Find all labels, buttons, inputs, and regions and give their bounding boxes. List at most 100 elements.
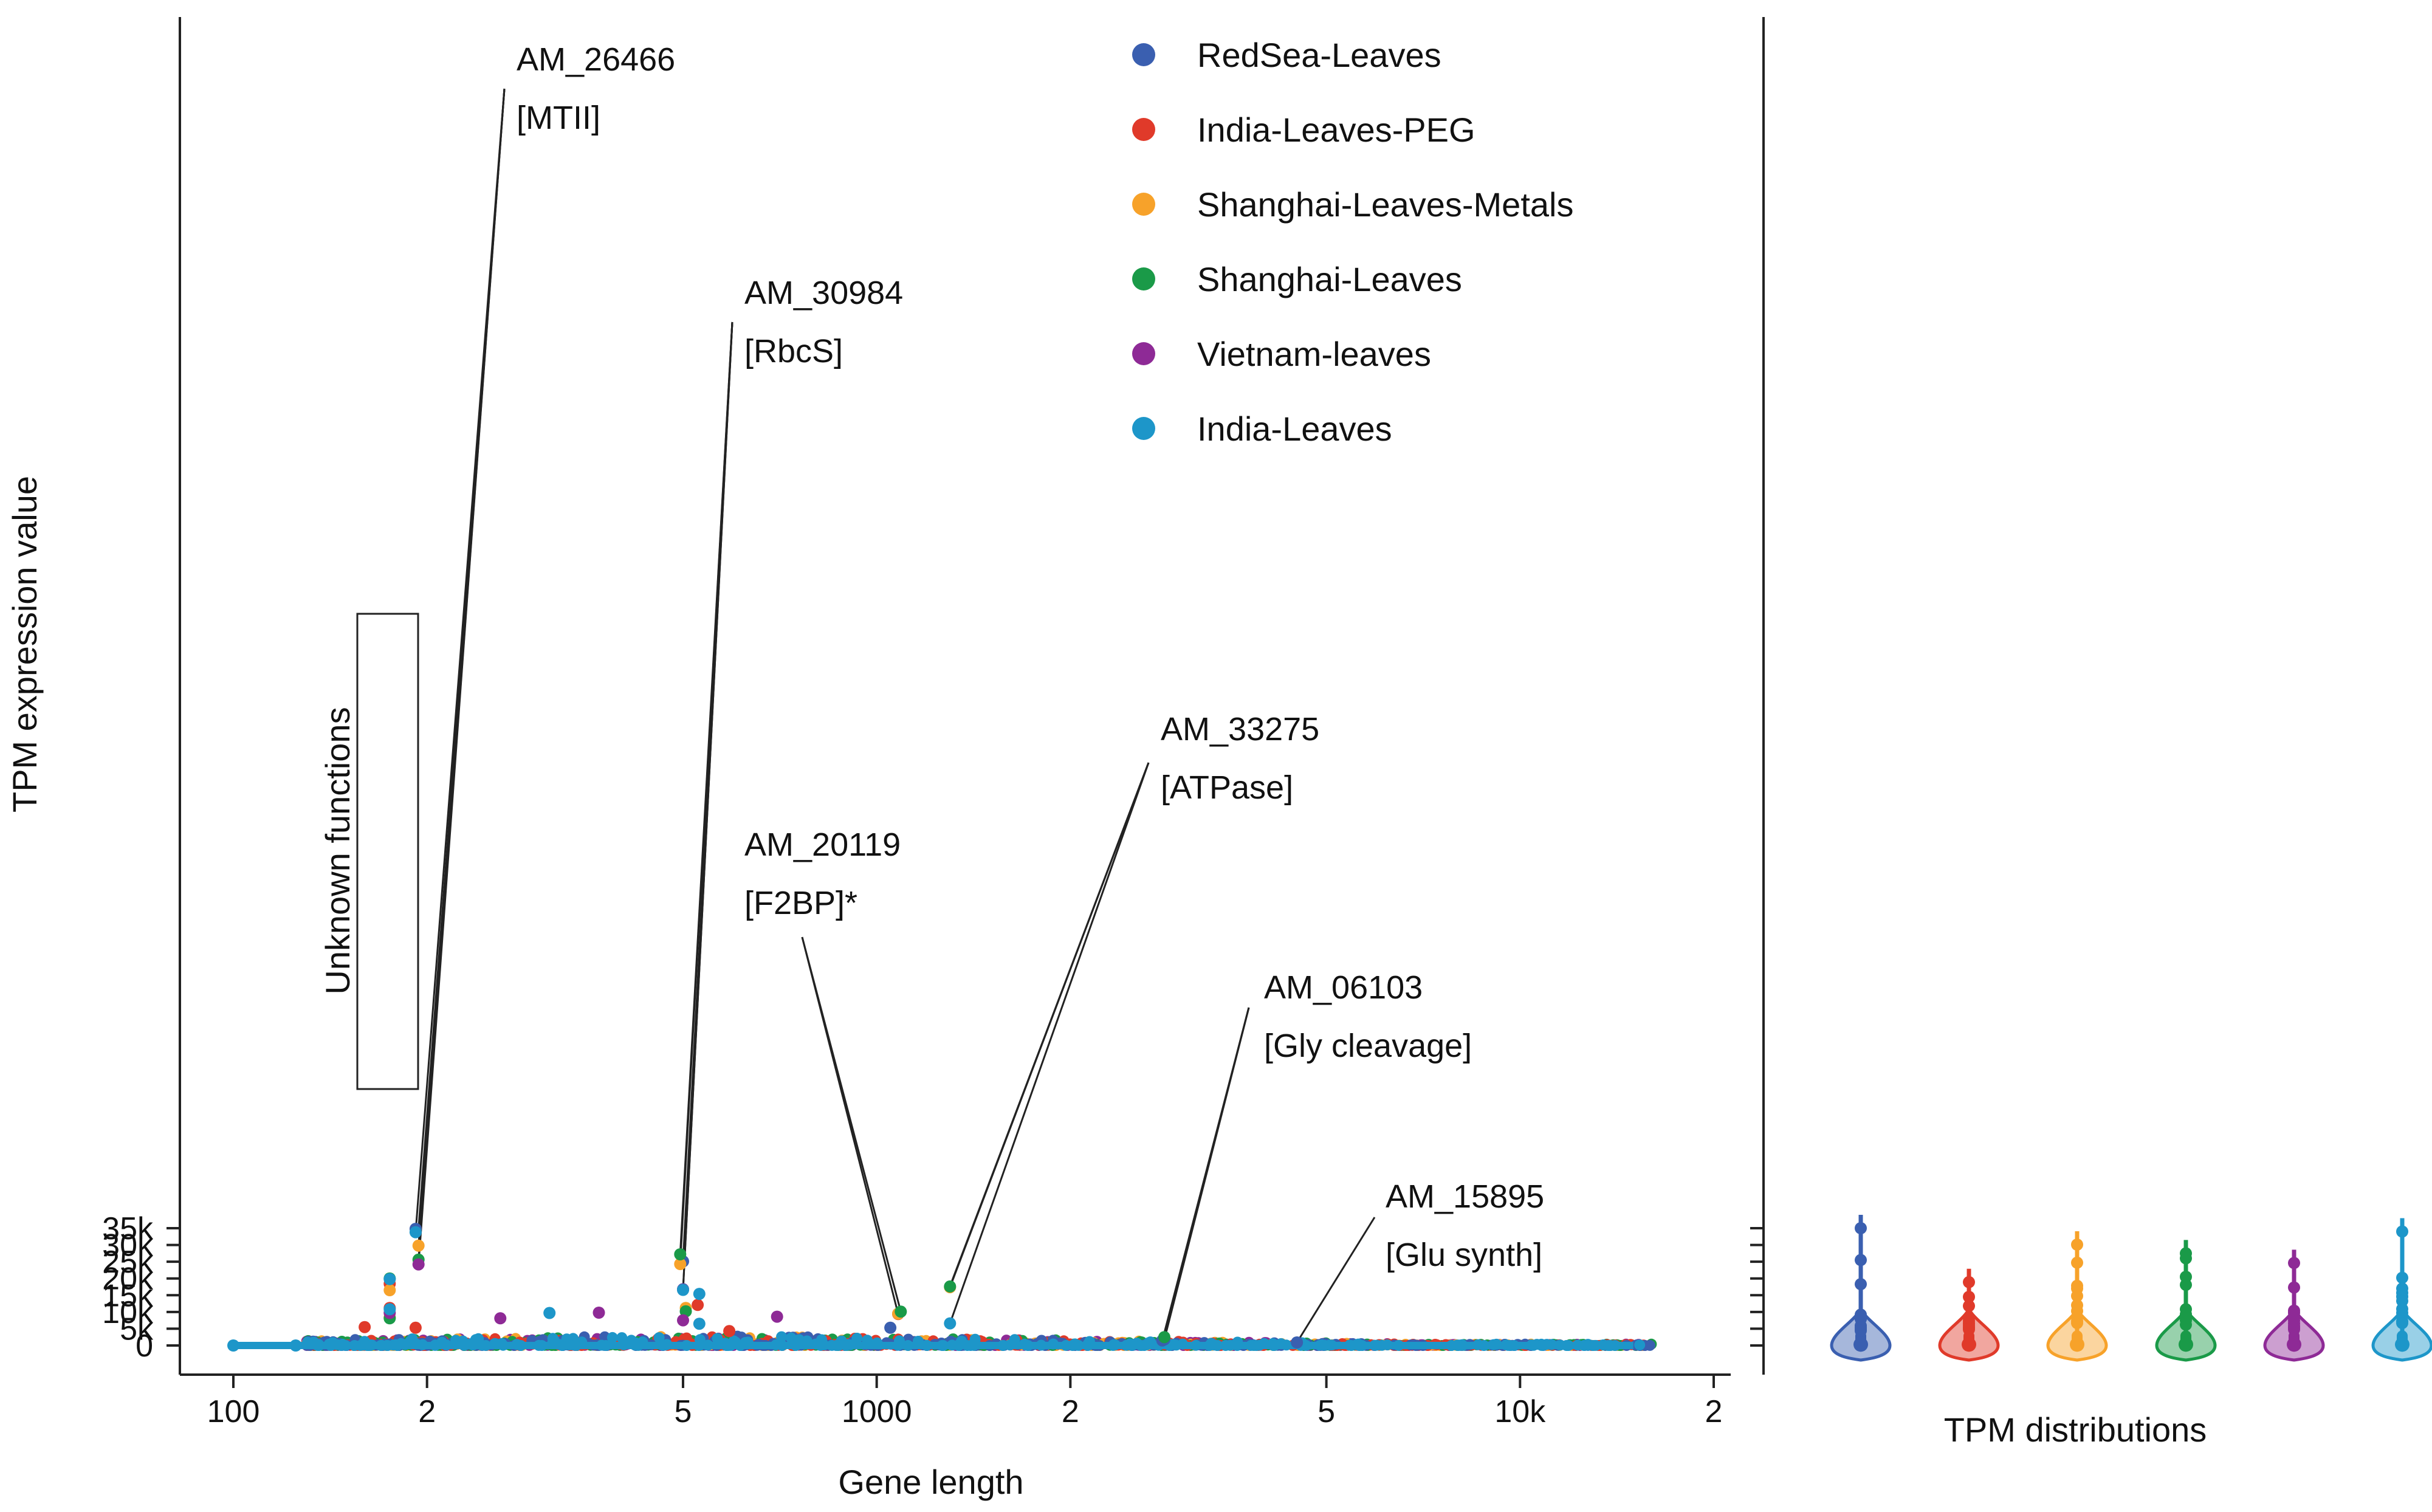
annotation-leader: [417, 88, 506, 1265]
violin-median: [2287, 1337, 2301, 1352]
annotation-sublabel: [Gly cleavage]: [1264, 1028, 1472, 1064]
annotation-label: AM_26466: [517, 41, 675, 78]
annotation-leader: [801, 936, 899, 1314]
violin-point: [1963, 1323, 1975, 1336]
violin-point: [1855, 1222, 1867, 1234]
data-point: [723, 1325, 736, 1338]
violin-point: [1855, 1278, 1867, 1291]
data-point: [785, 1332, 797, 1344]
unknown-functions-label: Unknown functions: [318, 707, 357, 994]
x-tick-label: 10k: [1494, 1394, 1546, 1429]
data-point: [677, 1283, 689, 1296]
annotation-leader: [682, 321, 733, 1290]
annotation-sublabel: [RbcS]: [744, 333, 843, 369]
legend-marker: [1132, 118, 1155, 141]
annotation-leaders: [414, 88, 1376, 1343]
violin-median: [2395, 1337, 2410, 1352]
violin-median: [2179, 1337, 2193, 1352]
violin-point: [2071, 1239, 2083, 1251]
data-point: [409, 1226, 422, 1239]
data-point: [593, 1307, 605, 1319]
violin-point: [1963, 1291, 1975, 1303]
violin-median: [1962, 1337, 1976, 1352]
violin-median: [2070, 1337, 2084, 1352]
data-point: [606, 1332, 618, 1343]
data-point: [1634, 1339, 1646, 1350]
violin-point: [2180, 1318, 2192, 1331]
violins: [1830, 1215, 2432, 1362]
x-ticks: 100 2 5 1000 2 5 10k 2: [207, 1375, 1723, 1429]
data-point: [693, 1288, 706, 1301]
x-tick-label: 5: [1317, 1394, 1335, 1429]
annotation-leader: [949, 762, 1150, 1324]
annotation-label: AM_15895: [1386, 1178, 1544, 1215]
violin-point: [1963, 1299, 1975, 1312]
violin-point: [1855, 1324, 1867, 1337]
data-point: [944, 1280, 957, 1293]
data-point: [693, 1318, 706, 1330]
data-point: [677, 1314, 689, 1327]
y-tick-label: 30k: [102, 1228, 154, 1263]
violin-median: [1853, 1337, 1868, 1352]
x-tick-label: 100: [207, 1394, 260, 1429]
violin-point: [1963, 1276, 1975, 1288]
data-point: [674, 1258, 687, 1270]
axes: [179, 17, 1765, 1376]
x-axis-label: Gene length: [838, 1463, 1023, 1501]
legend-marker: [1132, 342, 1155, 365]
legend-label: Shanghai-Leaves-Metals: [1197, 185, 1573, 224]
violin-point: [2180, 1279, 2192, 1291]
y-tick-label: 20k: [102, 1262, 154, 1297]
data-point: [692, 1299, 704, 1311]
violin-point: [1855, 1254, 1867, 1266]
data-point: [543, 1307, 556, 1319]
annotation-leader: [1296, 1217, 1376, 1343]
data-point: [412, 1239, 425, 1252]
violin-point: [2071, 1256, 2083, 1269]
violin-point: [2396, 1225, 2408, 1238]
x-tick-label: 5: [675, 1394, 692, 1429]
dense-points: [227, 1330, 1657, 1352]
violin-point: [2396, 1317, 2408, 1330]
legend-label: India-Leaves: [1197, 410, 1392, 448]
x-tick-label: 2: [1705, 1394, 1723, 1429]
legend-marker: [1132, 417, 1155, 440]
y-tick-label: 25k: [102, 1245, 154, 1280]
legend-label: Vietnam-leaves: [1197, 335, 1431, 373]
annotation-sublabel: [Glu synth]: [1386, 1237, 1542, 1273]
unknown-functions-box: Unknown functions: [318, 613, 419, 1090]
violin-point: [2396, 1271, 2408, 1284]
data-point: [776, 1331, 788, 1342]
y-tick-label: 0: [136, 1328, 153, 1364]
unknown-functions-frame: [356, 613, 419, 1090]
data-point: [1291, 1336, 1304, 1349]
data-point: [494, 1312, 507, 1325]
annotation-label: AM_30984: [744, 275, 903, 311]
data-point: [383, 1303, 396, 1316]
data-point: [712, 1333, 723, 1344]
violin-point: [2071, 1317, 2083, 1330]
data-point: [1644, 1339, 1655, 1351]
violin-point: [2288, 1281, 2300, 1294]
violin-point: [2396, 1307, 2408, 1319]
data-point: [383, 1284, 396, 1296]
legend-label: Shanghai-Leaves: [1197, 260, 1462, 298]
legend-marker: [1132, 193, 1155, 216]
annotation-sublabel: [MTII]: [517, 100, 600, 136]
data-point: [771, 1310, 783, 1323]
data-point: [674, 1248, 687, 1260]
y-tick-label: 35k: [102, 1211, 154, 1246]
highlight-points: [359, 1223, 1304, 1349]
y-tick-label: 10k: [102, 1295, 154, 1330]
legend-label: India-Leaves-PEG: [1197, 111, 1475, 149]
data-point: [383, 1273, 396, 1285]
violin-point: [2288, 1257, 2300, 1270]
violin-point: [2288, 1323, 2300, 1336]
y-tick-label: 15k: [102, 1278, 154, 1313]
y-tick-label: 5k: [120, 1311, 154, 1347]
data-point: [412, 1258, 425, 1271]
data-point: [944, 1317, 957, 1330]
annotations: AM_26466 [MTII] AM_30984 [RbcS] AM_33275 [ATP…: [517, 41, 1544, 1273]
